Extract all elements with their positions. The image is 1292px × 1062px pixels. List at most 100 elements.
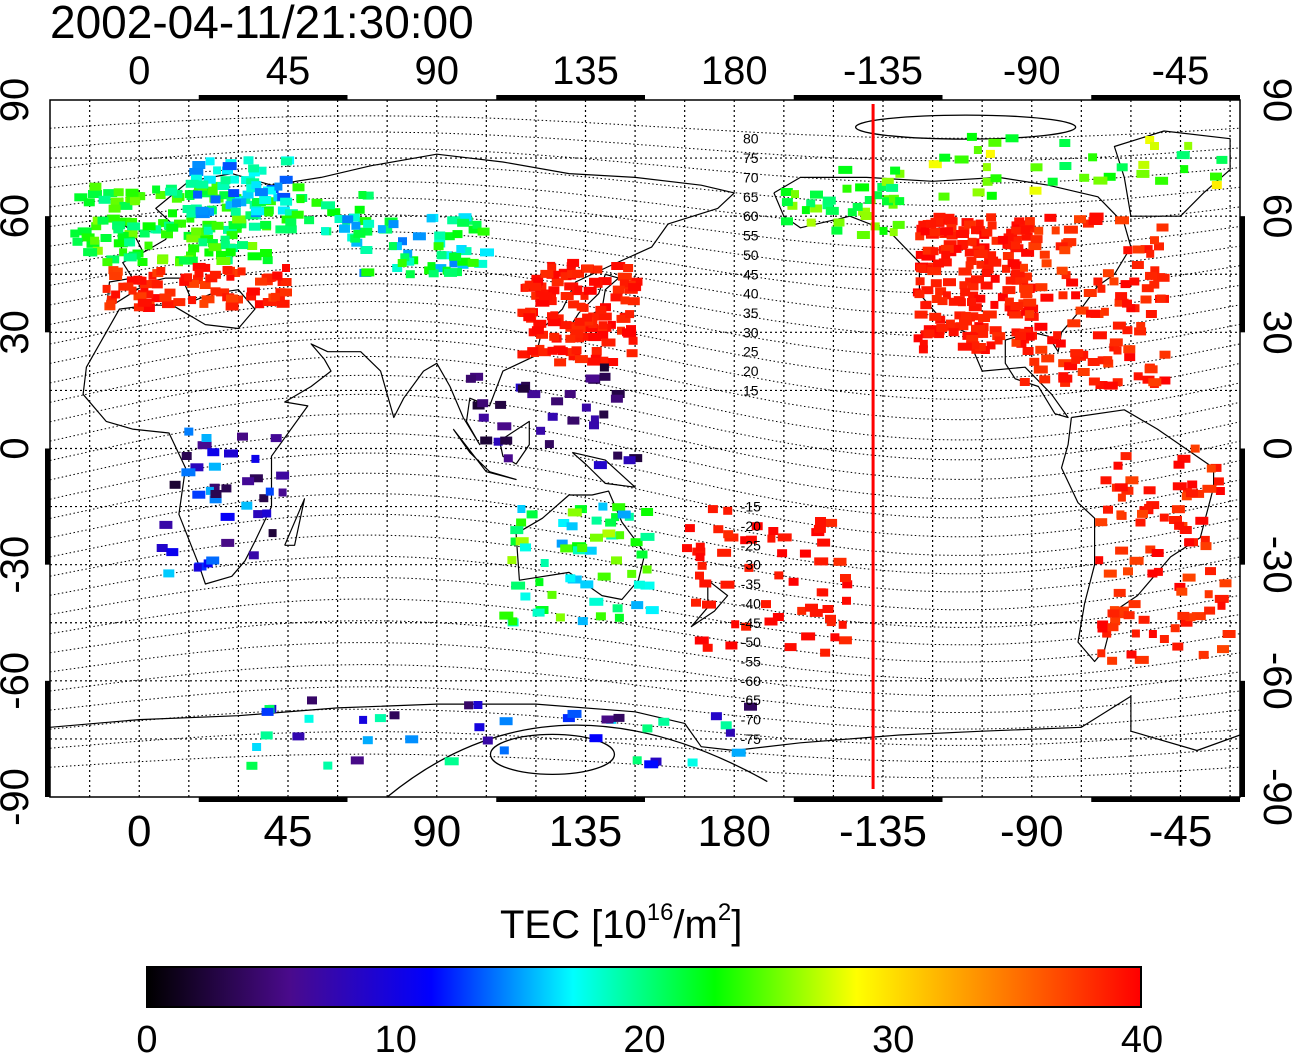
tec-cell (499, 717, 513, 726)
tec-cell (697, 561, 707, 570)
tec-cell (623, 329, 637, 338)
tec-cell (614, 613, 624, 622)
tec-cell (888, 194, 899, 203)
tec-cell (241, 501, 253, 510)
tec-cell (511, 581, 526, 590)
tec-cell (222, 166, 233, 175)
tec-cell (986, 191, 997, 200)
tec-cell (139, 229, 150, 238)
tec-cell (499, 746, 509, 755)
tec-cell (860, 212, 872, 220)
tec-cell (1145, 136, 1155, 144)
tec-cell (174, 219, 186, 228)
timestamp-title: 2002-04-11/21:30:00 (50, 0, 474, 48)
magnetic-contour (49, 300, 1241, 380)
tec-cell (968, 291, 979, 300)
tec-cell (207, 239, 218, 247)
magnetic-contour (49, 664, 1241, 713)
tec-cell (1149, 280, 1160, 289)
border-bar-right (1240, 448, 1245, 565)
tec-cell (959, 281, 968, 290)
tec-cell (97, 216, 109, 225)
contour-label: 60 (743, 208, 759, 224)
tec-cell (1011, 226, 1026, 235)
tec-cell (1198, 650, 1209, 659)
tec-cell (889, 228, 898, 237)
tec-cell (1103, 381, 1118, 390)
right-lat-label: 90 (1255, 78, 1292, 123)
tec-cell (797, 606, 807, 615)
tec-cell (353, 229, 366, 238)
tec-cell (1211, 181, 1222, 189)
tec-cell (781, 198, 793, 207)
tec-cell (91, 222, 102, 231)
tec-cell (137, 276, 147, 285)
tec-cell (842, 596, 851, 605)
tec-cell (568, 300, 580, 309)
tec-cell (1053, 331, 1062, 340)
tec-cell (531, 326, 544, 335)
tec-cell (1010, 302, 1024, 310)
tec-cell (433, 242, 444, 251)
coastline (284, 498, 306, 546)
tec-cell (1089, 212, 1104, 221)
tec-cell (981, 269, 991, 277)
tec-cell (339, 224, 348, 233)
tec-cell (1020, 263, 1028, 272)
tec-cell (397, 259, 407, 267)
tec-cell (954, 311, 966, 320)
contour-label: 80 (743, 131, 759, 147)
tec-cell (930, 279, 942, 288)
tec-cell (1150, 236, 1159, 245)
tec-cell (221, 484, 232, 493)
tec-cell (1144, 365, 1158, 374)
tec-cell (1120, 280, 1131, 289)
tec-cell (1095, 518, 1108, 527)
tec-cell (921, 286, 934, 295)
tec-cell (1002, 286, 1016, 295)
tec-cell (1123, 567, 1133, 576)
tec-cell (986, 213, 997, 222)
colorbar-tick-label: 0 (136, 1019, 158, 1061)
tec-cell (1034, 226, 1044, 235)
tec-cell (359, 227, 373, 236)
tec-cell (948, 328, 959, 337)
tec-cell (144, 241, 153, 250)
tec-cell (560, 544, 575, 553)
tec-cell (237, 432, 248, 441)
tec-cell (1182, 573, 1196, 582)
magnetic-contour (49, 356, 1241, 441)
tec-cell (548, 264, 557, 272)
tec-cell (613, 713, 625, 722)
tec-cell (1155, 273, 1170, 282)
tec-cell (284, 209, 298, 218)
tec-cell (997, 293, 1008, 302)
tec-cell (1002, 252, 1014, 260)
tec-cell (274, 182, 283, 191)
tec-cell (83, 248, 98, 257)
tec-cell (1179, 526, 1192, 534)
tec-cell (221, 538, 235, 547)
tec-cell (1004, 241, 1017, 250)
tec-cell (831, 226, 843, 235)
tec-cell (472, 220, 482, 229)
tec-cell (922, 246, 935, 255)
tec-cell (937, 297, 948, 306)
tec-cell (960, 288, 971, 297)
tec-cell (205, 157, 215, 166)
contour-label: -35 (741, 576, 761, 592)
tec-cell (1171, 505, 1185, 514)
tec-cell (258, 166, 267, 175)
tec-cell (957, 240, 969, 248)
tec-cell (558, 519, 570, 527)
tec-cell (532, 608, 545, 617)
colorbar-tick-label: 40 (1120, 1019, 1164, 1061)
tec-cell (225, 302, 239, 311)
tec-cell (568, 352, 581, 361)
tec-cell (611, 262, 626, 270)
tec-cell (1184, 141, 1193, 150)
tec-cell (210, 490, 222, 498)
tec-cell (564, 282, 579, 291)
tec-cell (1041, 259, 1052, 268)
tec-cell (1147, 569, 1158, 578)
